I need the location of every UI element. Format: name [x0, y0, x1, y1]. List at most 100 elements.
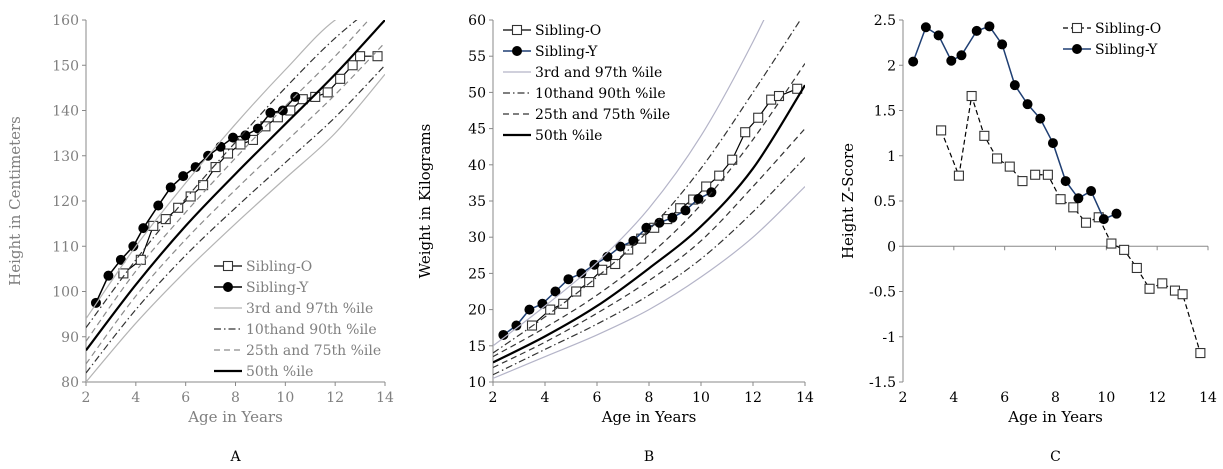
data-point — [966, 90, 977, 102]
y-tick-label: 30 — [468, 230, 486, 246]
percentile-curve — [86, 20, 337, 319]
legend-marker — [222, 260, 234, 272]
series-3rd-and-97th-ile — [493, 20, 805, 379]
data-point — [153, 200, 164, 211]
data-point — [1022, 99, 1033, 110]
data-point — [641, 222, 652, 233]
data-point — [322, 87, 333, 98]
data-point — [984, 21, 995, 32]
legend-item: 3rd and 97th %ile — [503, 65, 662, 81]
x-tick-label: 12 — [1148, 390, 1166, 406]
legend-item: Sibling-O — [1063, 21, 1161, 37]
data-point — [118, 268, 129, 279]
panel-letter: C — [1050, 449, 1061, 465]
y-tick-label: 2.5 — [874, 13, 896, 29]
data-point — [727, 154, 738, 165]
percentile-curve — [86, 20, 385, 351]
legend-item: Sibling-O — [503, 23, 601, 39]
y-tick-label: 0.5 — [874, 194, 896, 210]
axes: -1.5 -1 -0.5 0 0.5 1 1.5 2 2.5 2 4 6 8 10 12 14 — [869, 13, 1217, 406]
legend-label: 3rd and 97th %ile — [246, 301, 373, 317]
plot-area — [86, 20, 385, 382]
data-point — [1055, 194, 1066, 205]
data-point — [524, 304, 535, 315]
legend-marker — [1071, 22, 1083, 34]
x-tick-label: 10 — [1097, 390, 1115, 406]
data-point — [576, 268, 587, 279]
legend-item: Sibling-Y — [214, 280, 309, 296]
y-tick-label: 110 — [52, 239, 79, 255]
legend-item: 10thand 90th %ile — [503, 86, 666, 102]
legend-label: 50th %ile — [246, 364, 313, 380]
data-point — [953, 170, 964, 181]
x-tick-label: 4 — [131, 390, 140, 406]
data-point — [511, 320, 522, 331]
data-point — [956, 50, 967, 61]
y-tick-label: 0 — [887, 239, 896, 255]
series-25th-and-75th-ile — [86, 20, 385, 365]
legend-label: Sibling-O — [1095, 21, 1161, 37]
plot-area — [908, 21, 1206, 359]
x-tick-label: 2 — [899, 390, 908, 406]
legend-label: 25th and 75th %ile — [246, 343, 381, 359]
y-tick-label: 25 — [468, 266, 486, 282]
data-point — [235, 139, 246, 150]
data-point — [198, 180, 209, 191]
series-25th-and-75th-ile — [493, 63, 805, 369]
series-line — [123, 55, 378, 274]
x-tick-label: 4 — [949, 390, 958, 406]
y-tick-label: 2 — [887, 58, 896, 74]
x-axis-label: Age in Years — [1007, 408, 1103, 426]
data-point — [997, 39, 1008, 50]
legend-label: 3rd and 97th %ile — [535, 65, 662, 81]
data-point — [1068, 202, 1079, 213]
x-tick-label: 8 — [1051, 390, 1060, 406]
data-point — [714, 170, 725, 181]
data-point — [773, 90, 785, 102]
y-tick-label: -1.5 — [869, 375, 896, 391]
legend-item: 25th and 75th %ile — [214, 343, 381, 359]
plot-area — [493, 20, 805, 379]
legend-item: 50th %ile — [503, 128, 602, 144]
data-point — [1017, 176, 1028, 187]
y-tick-label: 50 — [468, 85, 486, 101]
data-point — [1195, 347, 1206, 359]
legend: Sibling-O Sibling-Y — [1063, 21, 1161, 58]
data-point — [693, 193, 704, 204]
data-point — [347, 60, 358, 71]
y-tick-label: 90 — [61, 330, 79, 346]
data-point — [1030, 169, 1041, 180]
series-3rd-and-97th-ile — [86, 20, 385, 382]
data-point — [138, 223, 149, 234]
data-point — [210, 162, 221, 173]
legend-item: Sibling-O — [214, 259, 312, 275]
legend-marker — [512, 46, 523, 57]
y-tick-label: 150 — [52, 58, 79, 74]
data-point — [277, 105, 288, 116]
series-line — [912, 25, 1117, 221]
data-point — [628, 235, 639, 246]
percentile-curve — [86, 42, 385, 365]
x-axis-label: Age in Years — [601, 408, 697, 426]
data-point — [979, 130, 990, 141]
y-tick-label: 160 — [52, 13, 79, 29]
y-axis-label: Weight in Kilograms — [416, 124, 434, 279]
data-point — [228, 132, 239, 143]
data-point — [165, 182, 176, 193]
data-point — [584, 277, 595, 288]
data-point — [667, 212, 678, 223]
y-tick-label: 15 — [468, 339, 486, 355]
y-tick-label: -1 — [882, 330, 896, 346]
data-point — [615, 241, 626, 252]
data-point — [991, 153, 1003, 164]
legend: Sibling-O Sibling-Y 3rd and 97th %ile 10tha… — [214, 259, 381, 380]
percentile-curve — [86, 20, 358, 329]
data-point — [310, 91, 321, 102]
data-point — [558, 298, 569, 309]
x-tick-label: 14 — [1199, 390, 1217, 406]
data-point — [1042, 169, 1053, 180]
percentile-curve — [86, 73, 385, 382]
data-point — [1131, 262, 1142, 274]
data-point — [1004, 161, 1015, 172]
